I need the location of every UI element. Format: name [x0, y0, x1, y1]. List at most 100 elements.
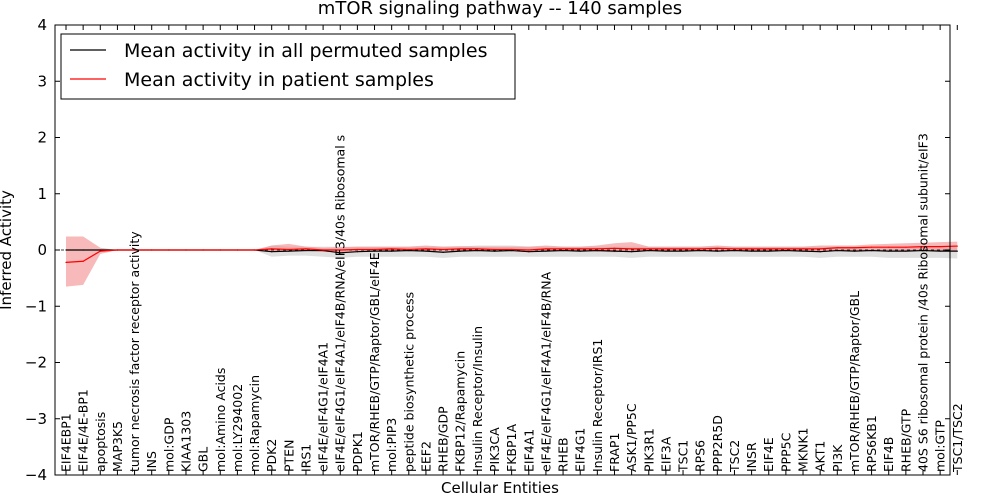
y-tick-label: 2	[37, 129, 47, 147]
series-1-point	[785, 248, 787, 250]
series-1-point	[579, 248, 581, 250]
x-tick-label: PDPK1	[350, 431, 365, 472]
x-tick-label: PPP5C	[778, 432, 793, 472]
series-0-point	[476, 249, 478, 252]
series-0-point	[665, 250, 667, 252]
series-1-point	[459, 248, 461, 250]
series-1-point	[716, 247, 718, 249]
series-1-point	[253, 249, 256, 251]
series-1-point	[528, 249, 530, 251]
series-1-point	[939, 246, 941, 248]
series-1-point	[339, 249, 341, 251]
y-tick-label: −1	[25, 297, 47, 315]
series-1-point	[151, 249, 153, 251]
series-1-point	[65, 261, 67, 263]
series-1-point	[562, 248, 564, 250]
x-tick-label: PIK3R1	[641, 428, 656, 472]
series-0-point	[339, 252, 341, 254]
series-0-point	[459, 250, 461, 252]
x-tick-label: AKT1	[813, 441, 828, 472]
series-1-point	[888, 246, 890, 248]
x-tick-label: TSC1	[676, 440, 691, 473]
x-tick-label: RPS6	[693, 440, 708, 472]
series-0-point	[939, 250, 941, 252]
x-tick-label: RHEB/GDP	[436, 406, 451, 472]
chart-title: mTOR signaling pathway -- 140 samples	[318, 0, 682, 19]
series-0-point	[699, 249, 701, 252]
x-tick-label: KIAA1303	[178, 411, 193, 472]
x-tick-label: RHEB	[556, 437, 571, 472]
x-tick-label: EIF4G1	[573, 428, 588, 472]
series-1-point	[82, 260, 84, 262]
series-1-point	[322, 249, 324, 251]
series-0-point	[853, 250, 856, 252]
series-0-point	[648, 249, 650, 252]
series-0-point	[836, 249, 838, 252]
x-tick-label: tumor necrosis factor receptor activity	[127, 231, 142, 472]
x-tick-label: mTOR/RHEB/GTP/Raptor/GBL	[847, 291, 862, 472]
x-axis-label: Cellular Entities	[441, 479, 559, 497]
series-1-point	[768, 248, 770, 250]
series-1-point	[648, 248, 650, 250]
series-0-point	[562, 249, 564, 252]
series-1-point	[391, 248, 393, 250]
series-1-point	[682, 248, 684, 250]
y-axis-label: Inferred Activity	[0, 190, 15, 310]
series-1-point	[356, 248, 358, 251]
series-0-point	[545, 250, 547, 252]
series-1-point	[836, 247, 838, 249]
series-1-point	[905, 246, 907, 248]
x-tick-label: EIF3A	[658, 436, 673, 472]
series-1-point	[870, 246, 873, 248]
series-0-point	[613, 250, 616, 252]
series-1-point	[425, 248, 427, 250]
series-1-point	[922, 246, 924, 248]
y-tick-label: −3	[25, 410, 47, 428]
series-0-point	[408, 249, 410, 252]
x-tick-label: 40S S6 ribosomal protein /40s Ribosomal …	[916, 133, 931, 472]
x-tick-label: mol:Amino Acids	[213, 368, 228, 472]
x-tick-label: RPS6KB1	[864, 415, 879, 472]
x-tick-label: mol:PIP3	[384, 418, 399, 472]
y-tick-label: 1	[37, 185, 47, 203]
x-tick-label: RHEB/GTP	[898, 408, 913, 472]
series-1-point	[408, 248, 410, 251]
series-1-point	[956, 245, 958, 247]
x-tick-label: PTEN	[281, 440, 296, 472]
series-1-point	[819, 248, 821, 250]
series-0-point	[922, 249, 924, 252]
y-tick-label: 0	[37, 241, 47, 259]
series-1-point	[596, 248, 598, 250]
series-1-point	[202, 249, 204, 251]
series-0-point	[785, 249, 787, 252]
y-tick-label: 3	[37, 72, 47, 90]
x-tick-label: GBL	[196, 447, 211, 472]
series-1-point	[219, 249, 221, 251]
series-0-point	[511, 249, 513, 252]
x-tick-label: INSR	[744, 442, 759, 472]
x-tick-label: PI3K	[830, 444, 845, 472]
series-1-point	[271, 248, 273, 250]
x-tick-label: TSC1/TSC2	[950, 403, 965, 473]
x-tick-label: PPP2R5D	[710, 415, 725, 472]
x-tick-label: EIF4B	[881, 437, 896, 472]
series-0-point	[768, 250, 770, 252]
x-tick-label: mol:GDP	[161, 417, 176, 472]
y-tick-label: −4	[25, 466, 47, 484]
series-0-point	[373, 250, 376, 252]
series-1-point	[373, 248, 376, 251]
series-1-point	[116, 249, 119, 251]
x-tick-label: eIF4E/eIF4G1/eIF4A1	[316, 342, 331, 472]
x-tick-label: mol:GTP	[933, 420, 948, 472]
x-tick-label: mol:LY294002	[230, 384, 245, 472]
x-tick-label: ASK1/PP5C	[624, 403, 639, 472]
series-1-point	[236, 249, 238, 251]
series-0-point	[870, 249, 873, 252]
series-0-point	[271, 251, 273, 253]
series-0-point	[682, 250, 684, 252]
series-0-point	[356, 251, 358, 253]
series-1-point	[699, 248, 701, 250]
series-0-point	[99, 249, 101, 251]
series-0-point	[528, 251, 530, 253]
x-tick-label: PIK3CA	[487, 427, 502, 472]
